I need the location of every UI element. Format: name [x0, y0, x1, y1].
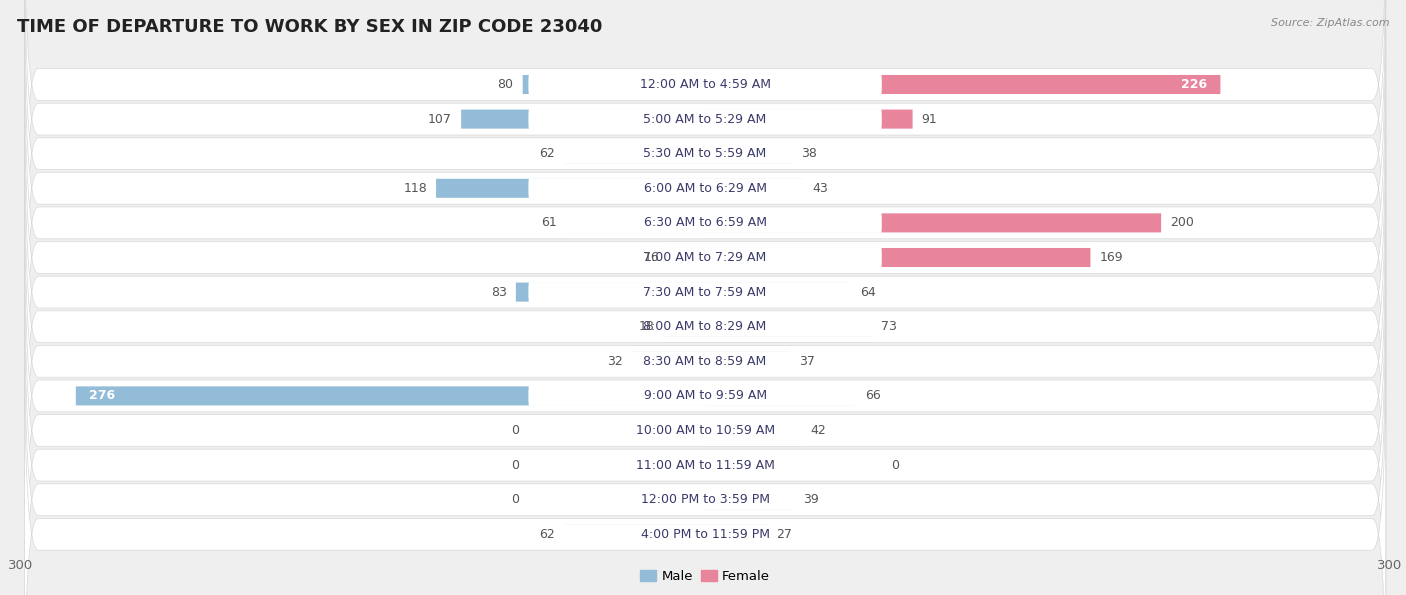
FancyBboxPatch shape	[529, 317, 882, 337]
Text: 9:00 AM to 9:59 AM: 9:00 AM to 9:59 AM	[644, 389, 766, 402]
FancyBboxPatch shape	[706, 109, 912, 129]
Text: 0: 0	[512, 424, 519, 437]
Text: 5:00 AM to 5:29 AM: 5:00 AM to 5:29 AM	[644, 112, 766, 126]
Text: 6:30 AM to 6:59 AM: 6:30 AM to 6:59 AM	[644, 217, 766, 230]
FancyBboxPatch shape	[529, 351, 882, 371]
FancyBboxPatch shape	[24, 135, 1386, 518]
FancyBboxPatch shape	[529, 386, 882, 406]
Text: 83: 83	[491, 286, 506, 299]
FancyBboxPatch shape	[24, 204, 1386, 588]
FancyBboxPatch shape	[24, 0, 1386, 380]
Text: 6:00 AM to 6:29 AM: 6:00 AM to 6:29 AM	[644, 182, 766, 195]
FancyBboxPatch shape	[706, 214, 1161, 233]
Text: 66: 66	[865, 389, 880, 402]
FancyBboxPatch shape	[706, 283, 851, 302]
FancyBboxPatch shape	[529, 213, 882, 233]
FancyBboxPatch shape	[706, 178, 803, 198]
Text: 80: 80	[498, 78, 513, 91]
Text: 7:00 AM to 7:29 AM: 7:00 AM to 7:29 AM	[644, 251, 766, 264]
Text: 4:00 PM to 11:59 PM: 4:00 PM to 11:59 PM	[641, 528, 769, 541]
Text: 37: 37	[799, 355, 814, 368]
FancyBboxPatch shape	[706, 352, 790, 371]
Text: Source: ZipAtlas.com: Source: ZipAtlas.com	[1271, 18, 1389, 28]
Text: 200: 200	[1170, 217, 1194, 230]
Text: 27: 27	[776, 528, 792, 541]
Text: 11:00 AM to 11:59 AM: 11:00 AM to 11:59 AM	[636, 459, 775, 472]
FancyBboxPatch shape	[24, 0, 1386, 311]
FancyBboxPatch shape	[529, 109, 882, 129]
FancyBboxPatch shape	[669, 248, 706, 267]
FancyBboxPatch shape	[24, 0, 1386, 345]
FancyBboxPatch shape	[24, 170, 1386, 553]
Text: 12:00 PM to 3:59 PM: 12:00 PM to 3:59 PM	[641, 493, 769, 506]
FancyBboxPatch shape	[529, 455, 882, 475]
Text: 73: 73	[880, 320, 897, 333]
Text: 18: 18	[640, 320, 655, 333]
FancyBboxPatch shape	[567, 214, 706, 233]
Text: 43: 43	[813, 182, 828, 195]
Text: 0: 0	[512, 459, 519, 472]
FancyBboxPatch shape	[706, 75, 1220, 94]
Text: 0: 0	[891, 459, 898, 472]
FancyBboxPatch shape	[24, 0, 1386, 276]
FancyBboxPatch shape	[529, 178, 882, 198]
FancyBboxPatch shape	[529, 421, 882, 440]
Text: 64: 64	[860, 286, 876, 299]
Text: 91: 91	[922, 112, 938, 126]
FancyBboxPatch shape	[24, 239, 1386, 595]
Text: 276: 276	[90, 389, 115, 402]
FancyBboxPatch shape	[564, 525, 706, 544]
Text: 7:30 AM to 7:59 AM: 7:30 AM to 7:59 AM	[644, 286, 766, 299]
FancyBboxPatch shape	[633, 352, 706, 371]
Text: 62: 62	[538, 528, 554, 541]
FancyBboxPatch shape	[76, 386, 706, 405]
FancyBboxPatch shape	[436, 178, 706, 198]
Text: 107: 107	[429, 112, 451, 126]
FancyBboxPatch shape	[529, 490, 882, 510]
Text: 169: 169	[1099, 251, 1123, 264]
Text: 16: 16	[644, 251, 659, 264]
Text: 10:00 AM to 10:59 AM: 10:00 AM to 10:59 AM	[636, 424, 775, 437]
Text: 8:30 AM to 8:59 AM: 8:30 AM to 8:59 AM	[644, 355, 766, 368]
Legend: Male, Female: Male, Female	[636, 564, 775, 588]
Text: 5:30 AM to 5:59 AM: 5:30 AM to 5:59 AM	[644, 147, 766, 160]
Text: 62: 62	[538, 147, 554, 160]
FancyBboxPatch shape	[24, 66, 1386, 449]
FancyBboxPatch shape	[529, 248, 882, 268]
Text: 38: 38	[801, 147, 817, 160]
FancyBboxPatch shape	[24, 343, 1386, 595]
Text: 8:00 AM to 8:29 AM: 8:00 AM to 8:29 AM	[644, 320, 766, 333]
FancyBboxPatch shape	[529, 144, 882, 164]
Text: 61: 61	[541, 217, 557, 230]
FancyBboxPatch shape	[706, 144, 792, 163]
Text: TIME OF DEPARTURE TO WORK BY SEX IN ZIP CODE 23040: TIME OF DEPARTURE TO WORK BY SEX IN ZIP …	[17, 18, 602, 36]
FancyBboxPatch shape	[529, 74, 882, 95]
FancyBboxPatch shape	[706, 421, 801, 440]
FancyBboxPatch shape	[664, 317, 706, 336]
FancyBboxPatch shape	[24, 31, 1386, 415]
FancyBboxPatch shape	[523, 75, 706, 94]
Text: 0: 0	[512, 493, 519, 506]
Text: 42: 42	[810, 424, 825, 437]
FancyBboxPatch shape	[461, 109, 706, 129]
FancyBboxPatch shape	[529, 282, 882, 302]
Text: 32: 32	[607, 355, 623, 368]
FancyBboxPatch shape	[529, 524, 882, 544]
FancyBboxPatch shape	[516, 283, 706, 302]
FancyBboxPatch shape	[24, 274, 1386, 595]
FancyBboxPatch shape	[706, 248, 1091, 267]
FancyBboxPatch shape	[24, 101, 1386, 484]
FancyBboxPatch shape	[706, 525, 766, 544]
FancyBboxPatch shape	[24, 308, 1386, 595]
Text: 39: 39	[803, 493, 818, 506]
FancyBboxPatch shape	[706, 317, 872, 336]
Text: 12:00 AM to 4:59 AM: 12:00 AM to 4:59 AM	[640, 78, 770, 91]
FancyBboxPatch shape	[706, 490, 794, 509]
FancyBboxPatch shape	[564, 144, 706, 163]
FancyBboxPatch shape	[706, 386, 856, 405]
Text: 226: 226	[1181, 78, 1206, 91]
Text: 118: 118	[404, 182, 427, 195]
